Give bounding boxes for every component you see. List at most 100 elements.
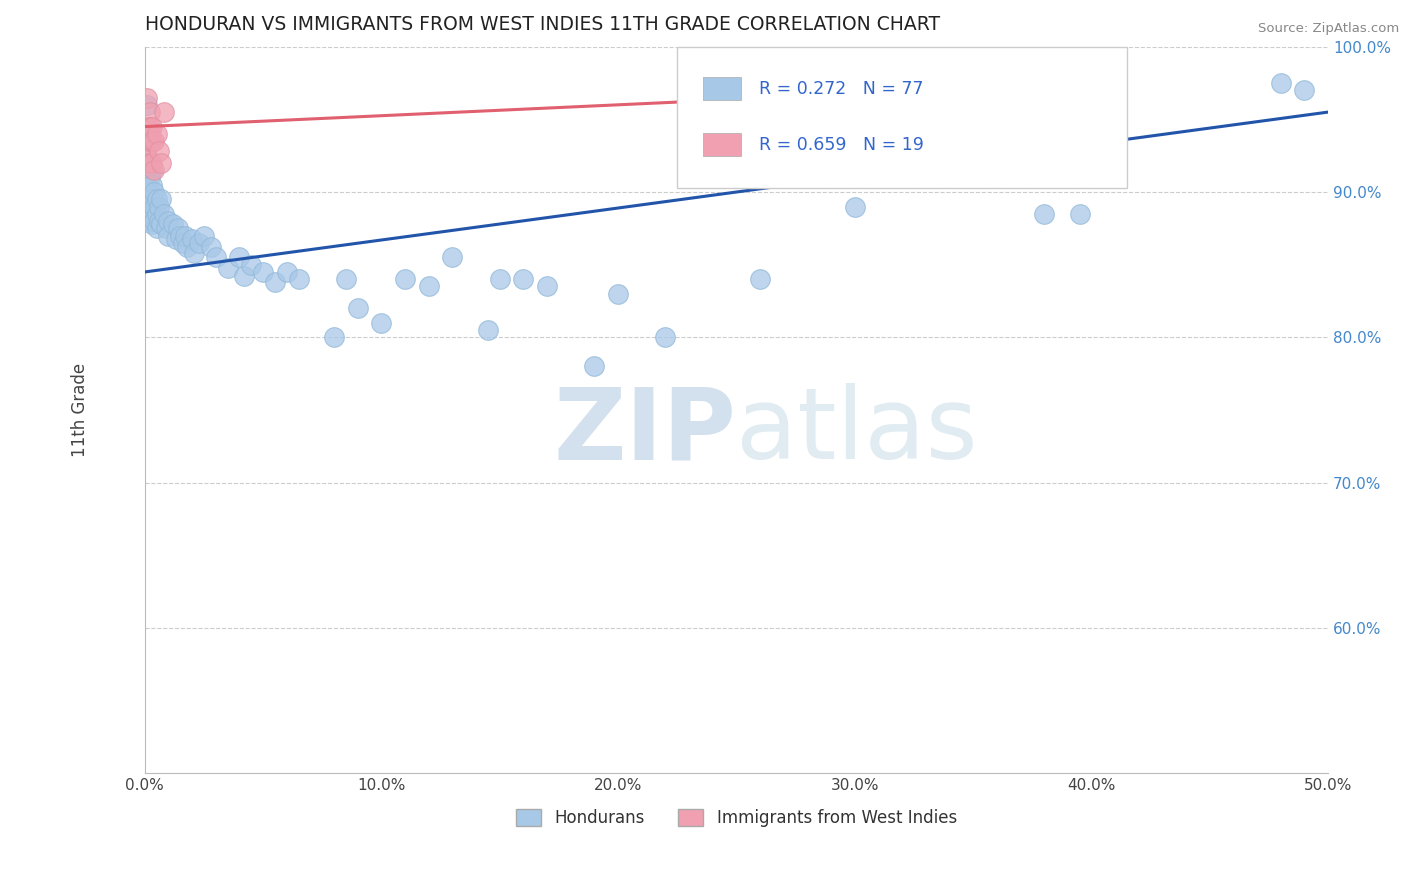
Point <box>141 120 163 134</box>
Point <box>150 192 173 206</box>
Text: HONDURAN VS IMMIGRANTS FROM WEST INDIES 11TH GRADE CORRELATION CHART: HONDURAN VS IMMIGRANTS FROM WEST INDIES … <box>145 15 941 34</box>
Point <box>143 134 166 148</box>
Bar <box>703 133 741 156</box>
Text: R = 0.659   N = 19: R = 0.659 N = 19 <box>759 136 924 153</box>
Point <box>136 134 159 148</box>
Point <box>323 330 346 344</box>
Point <box>143 200 166 214</box>
Point <box>172 235 194 250</box>
Point <box>145 221 167 235</box>
Point <box>141 156 163 170</box>
Point <box>844 200 866 214</box>
Point <box>136 163 159 178</box>
Bar <box>703 78 741 101</box>
Point <box>138 127 160 141</box>
Point <box>233 269 256 284</box>
Point <box>152 207 174 221</box>
Point <box>335 272 357 286</box>
Point <box>162 217 184 231</box>
Point <box>138 207 160 221</box>
Point <box>136 97 159 112</box>
Point <box>1033 207 1056 221</box>
Point <box>174 228 197 243</box>
Point <box>138 185 160 199</box>
Y-axis label: 11th Grade: 11th Grade <box>72 363 89 457</box>
Point <box>148 145 170 159</box>
Point <box>536 279 558 293</box>
Point <box>138 105 160 120</box>
Point <box>583 359 606 374</box>
Point <box>167 221 190 235</box>
Point <box>217 260 239 275</box>
Point <box>136 200 159 214</box>
Point <box>136 156 159 170</box>
Point <box>512 272 534 286</box>
Point <box>150 217 173 231</box>
Point <box>138 156 160 170</box>
Point <box>141 134 163 148</box>
Point <box>136 178 159 192</box>
Point <box>749 272 772 286</box>
Point <box>193 228 215 243</box>
Point <box>145 207 167 221</box>
Point <box>152 105 174 120</box>
Point <box>157 214 180 228</box>
Point <box>143 163 166 178</box>
Point <box>143 214 166 228</box>
Point <box>141 192 163 206</box>
Point <box>138 200 160 214</box>
Point <box>138 156 160 170</box>
Point <box>136 149 159 163</box>
Point <box>136 90 159 104</box>
Point <box>148 200 170 214</box>
Text: ZIP: ZIP <box>554 384 737 481</box>
Point <box>200 240 222 254</box>
Point <box>418 279 440 293</box>
Point <box>148 214 170 228</box>
Point <box>346 301 368 316</box>
Point <box>138 214 160 228</box>
Point <box>1270 76 1292 90</box>
Point <box>145 127 167 141</box>
Point <box>183 246 205 260</box>
Point <box>370 316 392 330</box>
Point <box>138 120 160 134</box>
Point <box>276 265 298 279</box>
Point <box>176 240 198 254</box>
Point <box>1069 207 1091 221</box>
Point <box>188 235 211 250</box>
Point <box>136 127 159 141</box>
Point <box>165 231 187 245</box>
Point <box>252 265 274 279</box>
Point <box>240 258 263 272</box>
Point <box>136 185 159 199</box>
Legend: Hondurans, Immigrants from West Indies: Hondurans, Immigrants from West Indies <box>516 809 956 827</box>
Point <box>607 286 630 301</box>
Point <box>441 251 464 265</box>
Point <box>264 275 287 289</box>
Point <box>136 134 159 148</box>
Text: Source: ZipAtlas.com: Source: ZipAtlas.com <box>1258 22 1399 36</box>
Point <box>136 141 159 155</box>
Point <box>136 120 159 134</box>
Point <box>654 330 676 344</box>
FancyBboxPatch shape <box>678 46 1128 188</box>
Point <box>488 272 510 286</box>
Point <box>155 221 177 235</box>
Point <box>228 251 250 265</box>
Point <box>287 272 309 286</box>
Point <box>181 231 204 245</box>
Point <box>169 228 191 243</box>
Point <box>204 251 226 265</box>
Point <box>157 228 180 243</box>
Point <box>141 217 163 231</box>
Point <box>141 178 163 192</box>
Text: R = 0.272   N = 77: R = 0.272 N = 77 <box>759 79 924 98</box>
Point <box>141 207 163 221</box>
Point <box>145 192 167 206</box>
Point <box>477 323 499 337</box>
Point <box>150 156 173 170</box>
Point <box>143 185 166 199</box>
Point <box>136 141 159 155</box>
Point <box>1294 83 1316 97</box>
